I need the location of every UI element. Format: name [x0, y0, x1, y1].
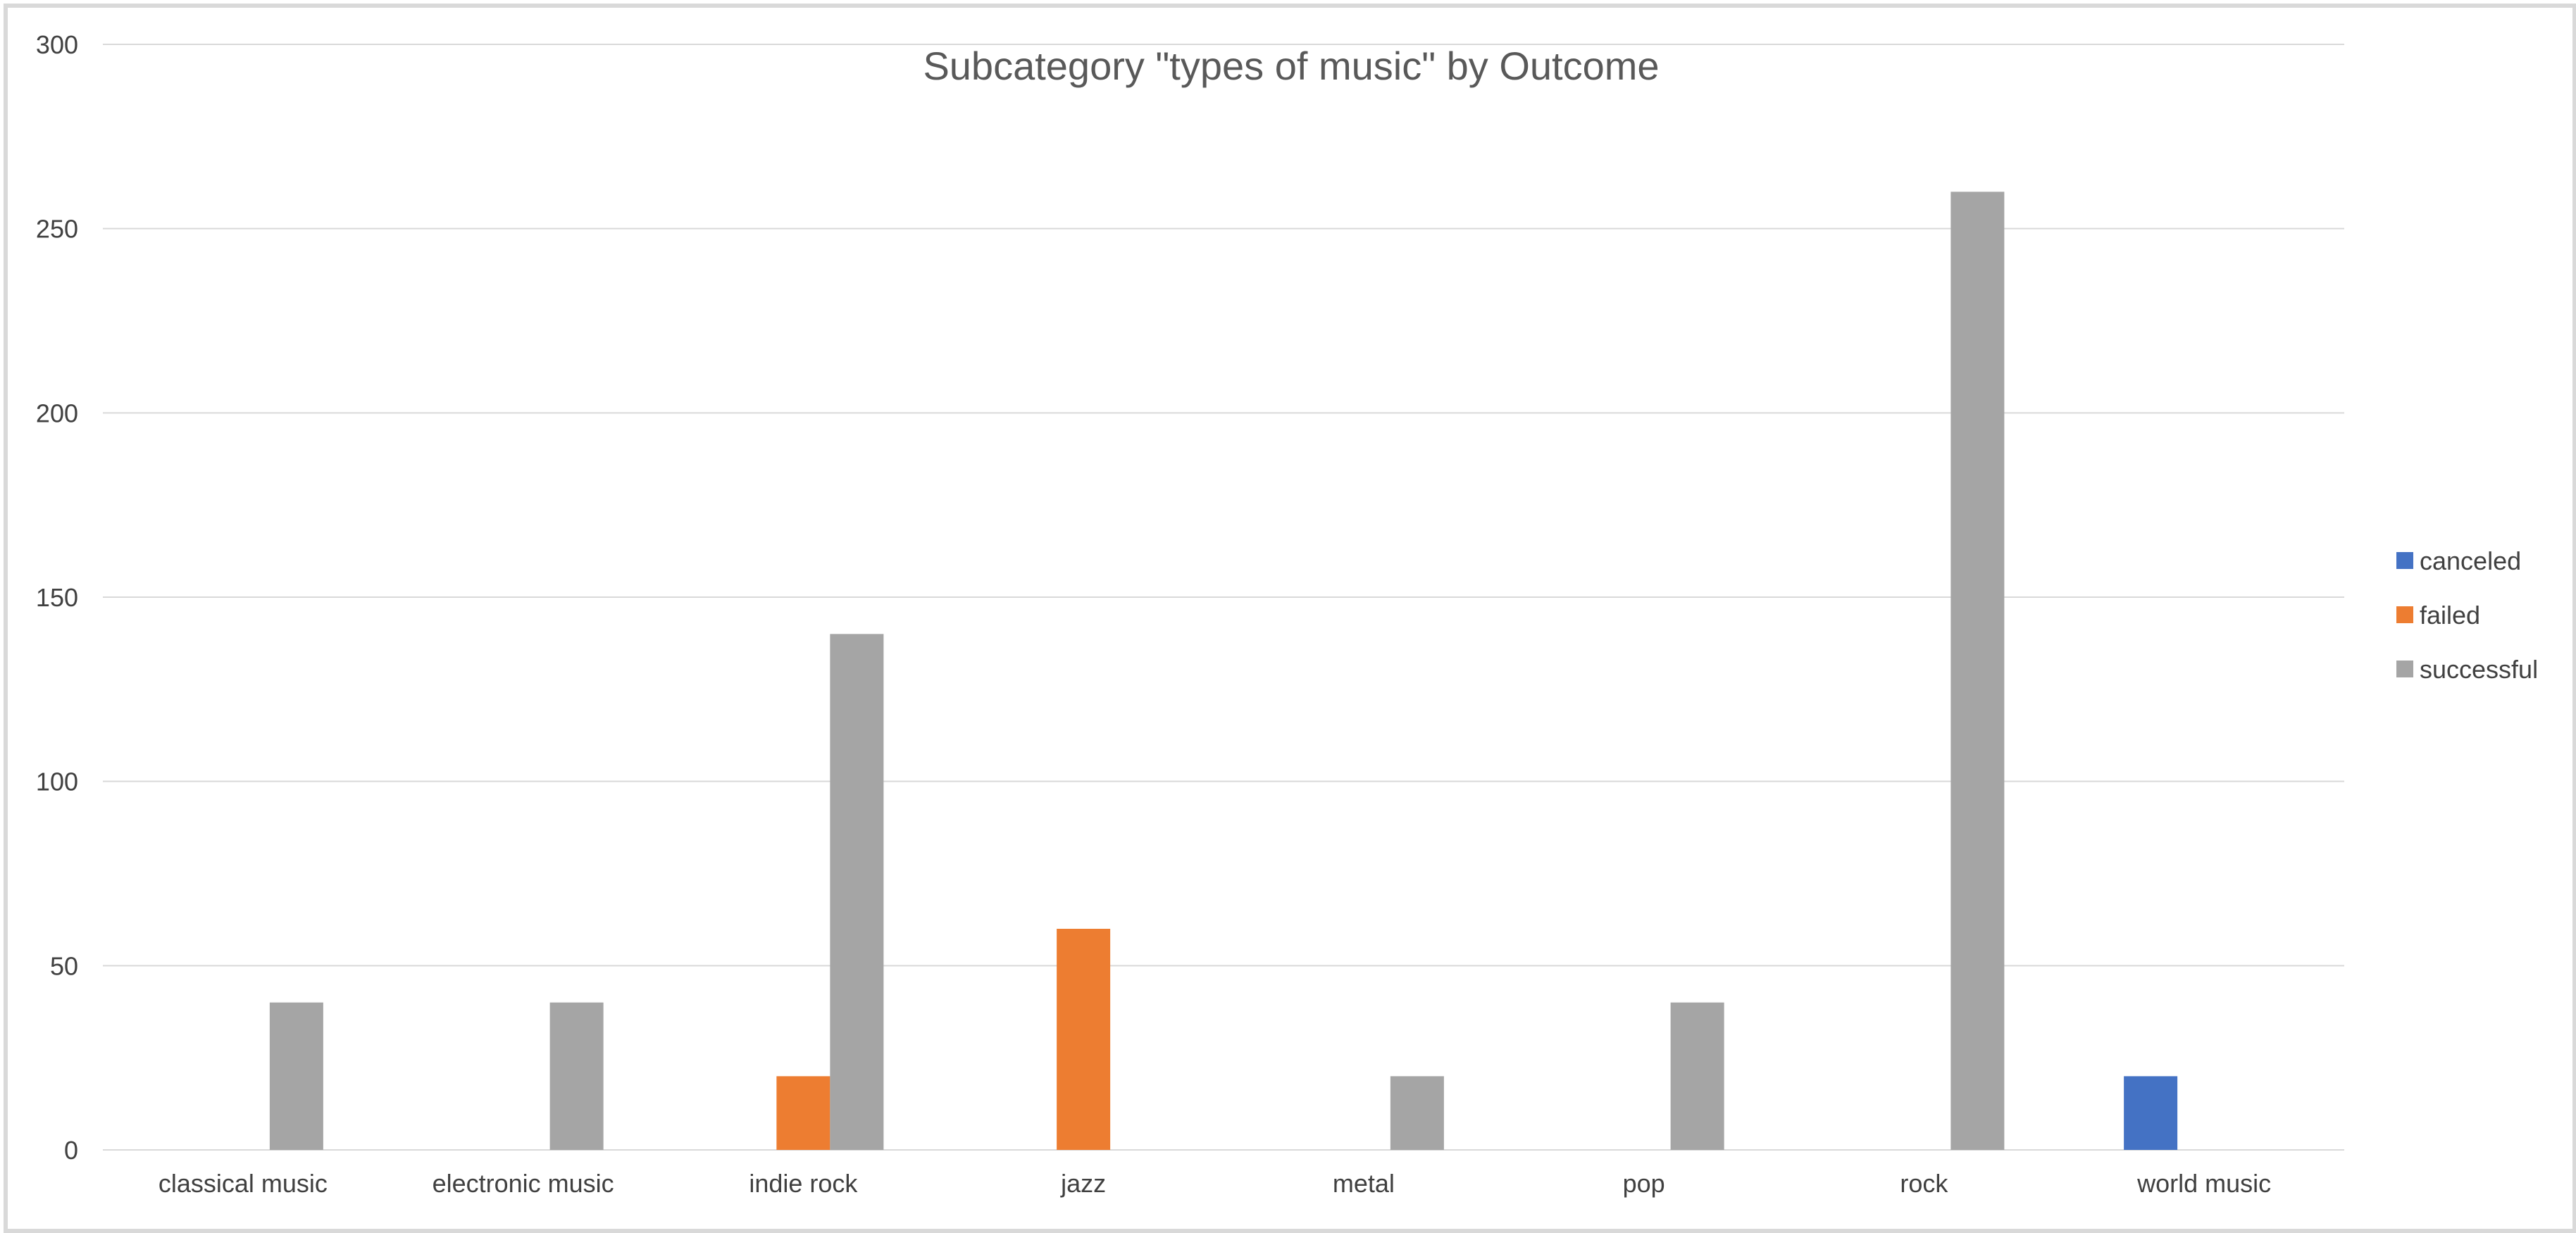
legend-swatch-canceled — [2396, 552, 2413, 569]
y-tick-label: 150 — [36, 583, 78, 612]
x-tick-label: classical music — [158, 1169, 328, 1198]
x-tick-label: electronic music — [433, 1169, 614, 1198]
chart-title: Subcategory "types of music" by Outcome — [923, 44, 1659, 88]
bar-successful-rock — [1950, 192, 2005, 1150]
bar-canceled-world-music — [2124, 1076, 2178, 1150]
chart: Subcategory "types of music" by Outcome … — [36, 30, 2538, 1198]
legend: canceled failed successful — [2396, 546, 2538, 684]
bar-successful-classical-music — [269, 1002, 323, 1150]
y-tick-label: 50 — [50, 951, 78, 980]
bar-successful-electronic-music — [549, 1002, 604, 1150]
bar-successful-metal — [1390, 1076, 1444, 1150]
gridlines — [103, 44, 2344, 1151]
bars — [269, 192, 2178, 1150]
y-tick-label: 0 — [64, 1136, 78, 1165]
x-tick-label: indie rock — [749, 1169, 858, 1198]
legend-label-canceled: canceled — [2420, 546, 2521, 575]
x-tick-label: world music — [2136, 1169, 2271, 1198]
bar-successful-indie-rock — [830, 634, 884, 1150]
y-tick-label: 250 — [36, 215, 78, 244]
y-axis-ticks: 0 50 100 150 200 250 300 — [36, 30, 78, 1165]
y-tick-label: 100 — [36, 768, 78, 796]
legend-label-failed: failed — [2420, 601, 2480, 630]
x-tick-label: pop — [1623, 1169, 1665, 1198]
chart-frame: Subcategory "types of music" by Outcome … — [4, 4, 2576, 1233]
legend-label-successful: successful — [2420, 655, 2538, 684]
x-axis-ticks: classical music electronic music indie roc… — [158, 1169, 2271, 1198]
y-tick-label: 300 — [36, 30, 78, 59]
bar-failed-jazz — [1057, 929, 1111, 1150]
x-tick-label: metal — [1333, 1169, 1395, 1198]
y-tick-label: 200 — [36, 399, 78, 427]
legend-swatch-successful — [2396, 661, 2413, 677]
bar-successful-pop — [1670, 1002, 1724, 1150]
x-tick-label: rock — [1900, 1169, 1948, 1198]
x-tick-label: jazz — [1060, 1169, 1106, 1198]
bar-failed-indie-rock — [776, 1076, 830, 1150]
legend-swatch-failed — [2396, 606, 2413, 623]
